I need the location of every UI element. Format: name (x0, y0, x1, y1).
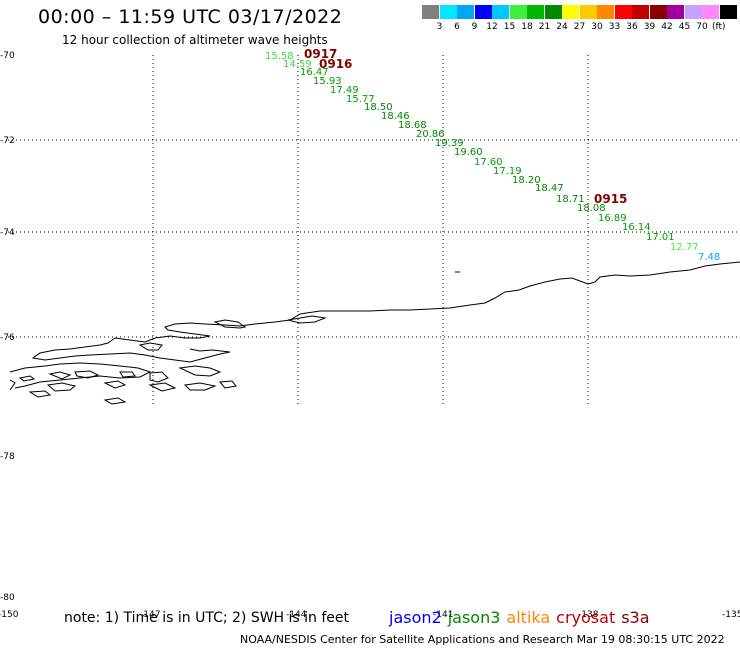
legend-label: 6 (454, 22, 460, 32)
credit-line: NOAA/NESDIS Center for Satellite Applica… (240, 633, 725, 646)
legend-swatch (439, 5, 457, 19)
wave-height-label: 17.49 (330, 85, 359, 96)
wave-height-label: 17.60 (474, 157, 503, 168)
legend-swatch (614, 5, 632, 19)
legend-swatch (457, 5, 474, 19)
legend-label: 30 (591, 22, 603, 32)
legend-label: 42 (661, 22, 673, 32)
legend-label: 3 (436, 22, 443, 32)
satellite-name: jason2 (389, 608, 442, 627)
wave-height-label: 18.46 (381, 111, 410, 122)
wave-height-label: 17.19 (493, 166, 522, 177)
legend-label: 39 (643, 22, 656, 32)
wave-height-label: 15.93 (313, 76, 342, 87)
legend-swatch (509, 5, 527, 19)
legend-unit: (ft) (712, 22, 726, 32)
wave-height-label: 17.01 (646, 232, 675, 243)
lon-label: -138 (578, 610, 599, 620)
wave-height-label: 15.58 (265, 51, 294, 62)
legend-swatch (649, 5, 667, 19)
legend-label: 21 (538, 22, 551, 32)
wave-height-label: 14.59 (283, 59, 312, 70)
wave-height-label: 18.20 (512, 175, 541, 186)
legend-swatch (527, 5, 544, 19)
legend-swatch (422, 5, 439, 19)
legend-swatch (474, 5, 492, 19)
legend-swatch (632, 5, 649, 19)
lat-label: -76 (0, 333, 15, 343)
wave-height-label: 18.50 (364, 102, 393, 113)
wave-height-label: 19.60 (454, 147, 483, 158)
satellite-key: jason2 jason3 altika cryosat s3a (389, 608, 656, 627)
legend-label: 24 (556, 22, 568, 32)
wave-height-label: 19.39 (435, 138, 464, 149)
lon-label: -141 (433, 610, 453, 620)
legend-swatch (702, 5, 719, 19)
axis-labels: -70 -72 -74 -76 -78 -80 -150 -147 -144 -141 -138 -1… (0, 51, 740, 620)
wave-height-label: 7.48 (698, 252, 720, 263)
time-stamp-label: 0915 (594, 192, 627, 206)
coastline (9, 261, 740, 405)
legend-label: 12 (486, 22, 498, 32)
footer-note: note: 1) Time is in UTC; 2) SWH is in fe… (64, 610, 350, 626)
legend-swatch (544, 5, 562, 19)
lon-label: -135 (722, 610, 740, 620)
satellite-track: 15.5814.5916.4715.9317.4915.7718.5018.46… (265, 47, 720, 263)
legend-label: 18 (521, 22, 533, 32)
map-title: 00:00 – 11:59 UTC 03/17/2022 (38, 6, 343, 28)
legend-label: 15 (503, 22, 516, 32)
wave-height-label: 15.77 (346, 94, 375, 105)
satellite-name: altika (506, 608, 551, 627)
time-stamp-label: 0916 (319, 57, 352, 71)
lat-label: -74 (0, 228, 15, 238)
legend-label: 27 (573, 22, 586, 32)
wave-height-label: 18.47 (535, 183, 564, 194)
wave-height-label: 18.08 (577, 203, 606, 214)
legend-swatch (667, 5, 684, 19)
satellite-name: s3a (621, 608, 650, 627)
legend-label: 33 (608, 22, 621, 32)
legend-swatch (719, 5, 737, 19)
legend-swatch (492, 5, 509, 19)
wave-height-label: 12.77 (670, 242, 699, 253)
legend-swatch (579, 5, 597, 19)
wave-height-label: 16.14 (622, 222, 651, 233)
legend-swatch (597, 5, 614, 19)
lat-label: -70 (0, 51, 15, 61)
lon-label: -147 (140, 610, 160, 620)
legend-swatch (684, 5, 702, 19)
time-stamp-label: 0917 (304, 47, 337, 61)
lat-label: -80 (0, 593, 15, 603)
lat-label: -78 (0, 452, 15, 462)
legend-label: 9 (471, 22, 478, 32)
wave-height-label: 20.86 (416, 129, 445, 140)
satellite-name: cryosat (556, 608, 616, 627)
legend-swatch (562, 5, 579, 19)
satellite-name: jason3 (447, 608, 501, 627)
lat-label: -72 (0, 136, 15, 146)
wave-height-label: 16.89 (598, 213, 627, 224)
legend-label: 45 (678, 22, 691, 32)
lon-label: -144 (286, 610, 307, 620)
legend-label: 70 (696, 22, 708, 32)
lon-label: -150 (0, 610, 19, 620)
wave-height-label: 18.71 (556, 194, 585, 205)
legend-label: 36 (626, 22, 638, 32)
wave-height-label: 16.47 (300, 67, 329, 78)
wave-height-label: 18.68 (398, 120, 427, 131)
map-subtitle: 12 hour collection of altimeter wave hei… (62, 33, 328, 47)
